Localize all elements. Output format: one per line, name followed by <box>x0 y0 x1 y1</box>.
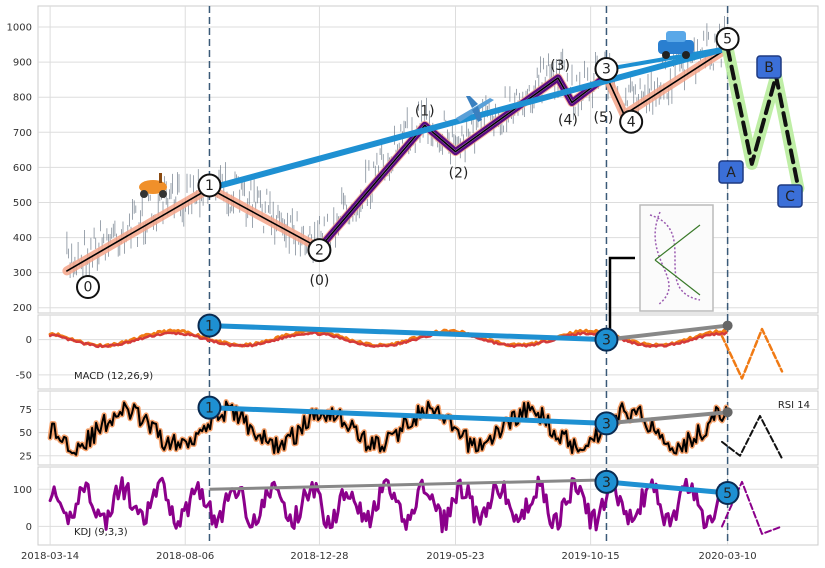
car-roof <box>666 31 686 42</box>
inset-connector <box>608 256 635 338</box>
rsi-wave-marker <box>594 411 619 436</box>
rsi-gray-line <box>606 410 728 426</box>
panel-label-rsi: RSI 14 <box>778 400 810 411</box>
rsi-divergence-line <box>209 405 607 426</box>
wave-b-box-text: B <box>764 60 774 76</box>
wave-3-marker <box>594 57 619 81</box>
y-tick-label: 75 <box>19 405 32 416</box>
rsi-end-marker <box>722 407 733 418</box>
kdj-wave-marker <box>715 481 740 505</box>
y-tick-label: 800 <box>13 93 32 104</box>
panel-macd <box>37 314 819 390</box>
wave-4-marker <box>619 109 644 134</box>
macd-divergence-line <box>209 323 607 343</box>
rsi-wave-marker-text: 1 <box>205 401 214 417</box>
wave-5-marker <box>715 27 740 51</box>
wave-0-marker-text: 0 <box>84 280 93 296</box>
kdj-divergence-line <box>606 479 728 496</box>
x-tick-label: 2019-05-23 <box>426 551 484 562</box>
wave-label-0b: (0) <box>310 273 330 289</box>
y-tick-label: 0 <box>26 335 32 346</box>
x-tick-label: 2019-10-15 <box>562 551 620 562</box>
macd-wave-marker <box>594 327 619 352</box>
y-tick-label: 0 <box>26 522 32 533</box>
macd-wave-marker-text: 1 <box>205 319 214 335</box>
y-tick-label: 300 <box>13 268 32 279</box>
y-tick-label: 700 <box>13 128 32 139</box>
macd-projection <box>720 327 784 380</box>
wave-a-box <box>718 160 744 184</box>
wave-label: (3) <box>550 58 570 74</box>
scooter-body <box>139 180 167 194</box>
wave-2-marker <box>307 238 332 263</box>
y-tick-label: 200 <box>13 303 32 314</box>
panel-kdj <box>37 466 819 546</box>
kdj-wave-marker-text: 5 <box>723 486 732 502</box>
macd-wave-marker-text: 3 <box>602 333 611 349</box>
macd-wave-marker <box>197 313 222 338</box>
x-tick-label: 2020-03-10 <box>699 551 757 562</box>
wave-a-box-text: A <box>726 165 736 181</box>
y-tick-label: 500 <box>13 198 32 209</box>
panel-label-kdj: KDJ (9,3,3) <box>74 527 128 538</box>
wave-0-marker <box>76 275 100 299</box>
y-tick-label: 400 <box>13 233 32 244</box>
rsi-projection <box>721 414 783 460</box>
wave-label: (2) <box>449 166 469 182</box>
scooter-wheel <box>140 190 148 198</box>
wave-3-marker-text: 3 <box>602 62 611 78</box>
y-tick-label: -50 <box>16 370 32 381</box>
inset-curve <box>654 224 701 296</box>
macd-gray-line <box>606 323 728 342</box>
y-tick-label: 100 <box>13 485 32 496</box>
wave-1-marker-text: 1 <box>205 178 214 194</box>
kdj-wave-marker <box>594 469 619 494</box>
projection-path <box>725 46 801 191</box>
car-wheel <box>682 51 690 59</box>
scooter-icon <box>139 173 167 198</box>
wave-b-box <box>756 55 782 79</box>
wave-c-box-text: C <box>785 189 795 205</box>
rsi-wave-marker-text: 3 <box>602 416 611 432</box>
x-tick-label: 2018-03-14 <box>21 551 79 562</box>
y-tick-label: 900 <box>13 58 32 69</box>
inset-thumbnail <box>639 204 714 312</box>
car-icon <box>658 31 694 59</box>
wave-label: (5) <box>594 110 614 126</box>
wave-5-marker-text: 5 <box>723 32 732 48</box>
car-wheel <box>662 51 670 59</box>
y-tick-label: 25 <box>19 451 32 462</box>
scooter-handle <box>159 173 162 183</box>
kdj-wave-marker-text: 3 <box>602 475 611 491</box>
airplane-wing <box>466 96 478 108</box>
airplane-icon <box>456 96 494 122</box>
wave-label: (4) <box>558 112 578 128</box>
y-tick-label: 50 <box>19 428 32 439</box>
panel-label-macd: MACD (12,26,9) <box>74 371 153 382</box>
scooter-wheel <box>159 190 167 198</box>
wave-1-marker <box>197 173 222 198</box>
y-tick-label: 600 <box>13 163 32 174</box>
wave-c-box <box>777 184 803 208</box>
trend-line <box>206 45 731 192</box>
wave-4-marker-text: 4 <box>627 114 636 130</box>
kdj-gray-trend <box>209 478 607 491</box>
x-tick-label: 2018-08-06 <box>156 551 214 562</box>
rsi-wave-marker <box>197 395 222 420</box>
wave-2-marker-text: 2 <box>315 243 324 259</box>
wave-label: (1) <box>415 103 435 119</box>
x-tick-label: 2018-12-28 <box>290 551 348 562</box>
macd-end-marker <box>722 320 733 331</box>
airplane-wing <box>472 106 482 122</box>
wave-path <box>66 47 729 272</box>
car-body <box>658 40 694 54</box>
y-tick-label: 1000 <box>7 23 32 34</box>
